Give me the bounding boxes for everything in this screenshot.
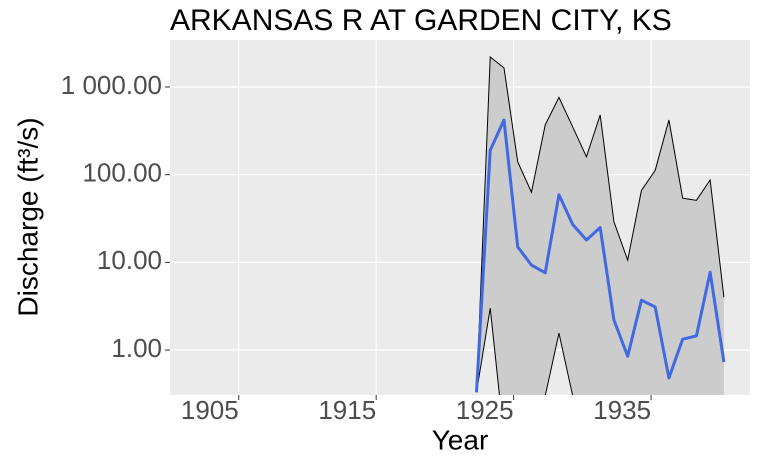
x-tick-label: 1915 <box>318 395 376 425</box>
y-tick-label: 1.00 <box>111 333 162 363</box>
y-axis-title: Discharge (ft³/s) <box>12 117 43 316</box>
x-tick-label: 1925 <box>456 395 514 425</box>
y-tick-label: 10.00 <box>97 245 162 275</box>
x-tick-label: 1935 <box>593 395 651 425</box>
chart-title: ARKANSAS R AT GARDEN CITY, KS <box>170 4 672 37</box>
median-line <box>474 118 726 393</box>
x-axis-title: Year <box>432 424 489 455</box>
x-tick-label: 1905 <box>181 395 239 425</box>
y-tick-label: 100.00 <box>82 158 162 188</box>
ribbon-upper <box>475 55 725 393</box>
marks <box>474 55 726 395</box>
y-tick-label: 1 000.00 <box>61 70 162 100</box>
